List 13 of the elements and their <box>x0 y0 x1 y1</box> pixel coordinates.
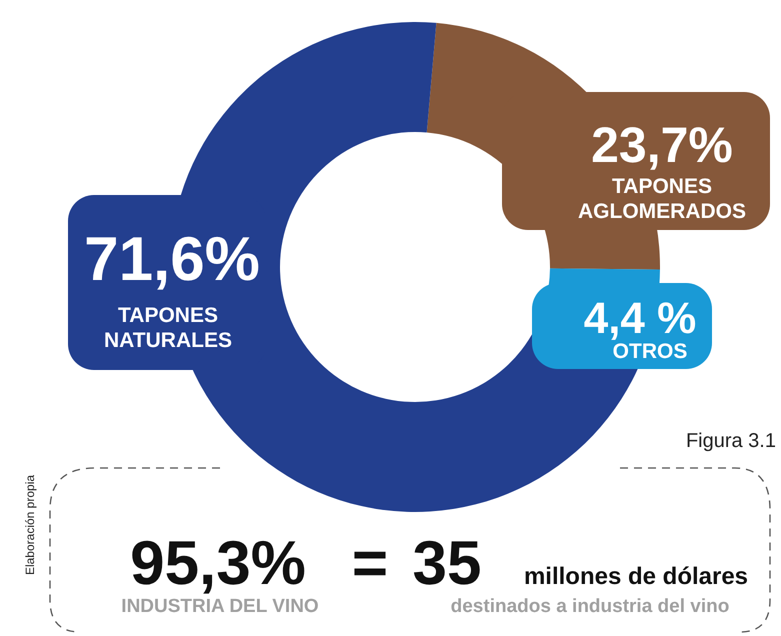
text: INDUSTRIA DEL VINO <box>121 596 319 617</box>
text: destinados a industria del vino <box>450 596 730 617</box>
slice-label: TAPONES AGLOMERADOS <box>578 175 746 223</box>
text: 95,3% <box>130 529 306 598</box>
text: 35 <box>412 529 482 598</box>
text: = <box>352 529 388 598</box>
slice-label: OTROS <box>612 340 688 363</box>
text: Figura 3.1 <box>686 430 776 452</box>
slice-label: TAPONES NATURALES <box>104 304 232 352</box>
text: Elaboración propia <box>23 474 37 576</box>
text: millones de dólares <box>524 563 748 590</box>
data-label: 71,6% <box>84 225 260 294</box>
data-label: 23,7% <box>591 117 733 173</box>
